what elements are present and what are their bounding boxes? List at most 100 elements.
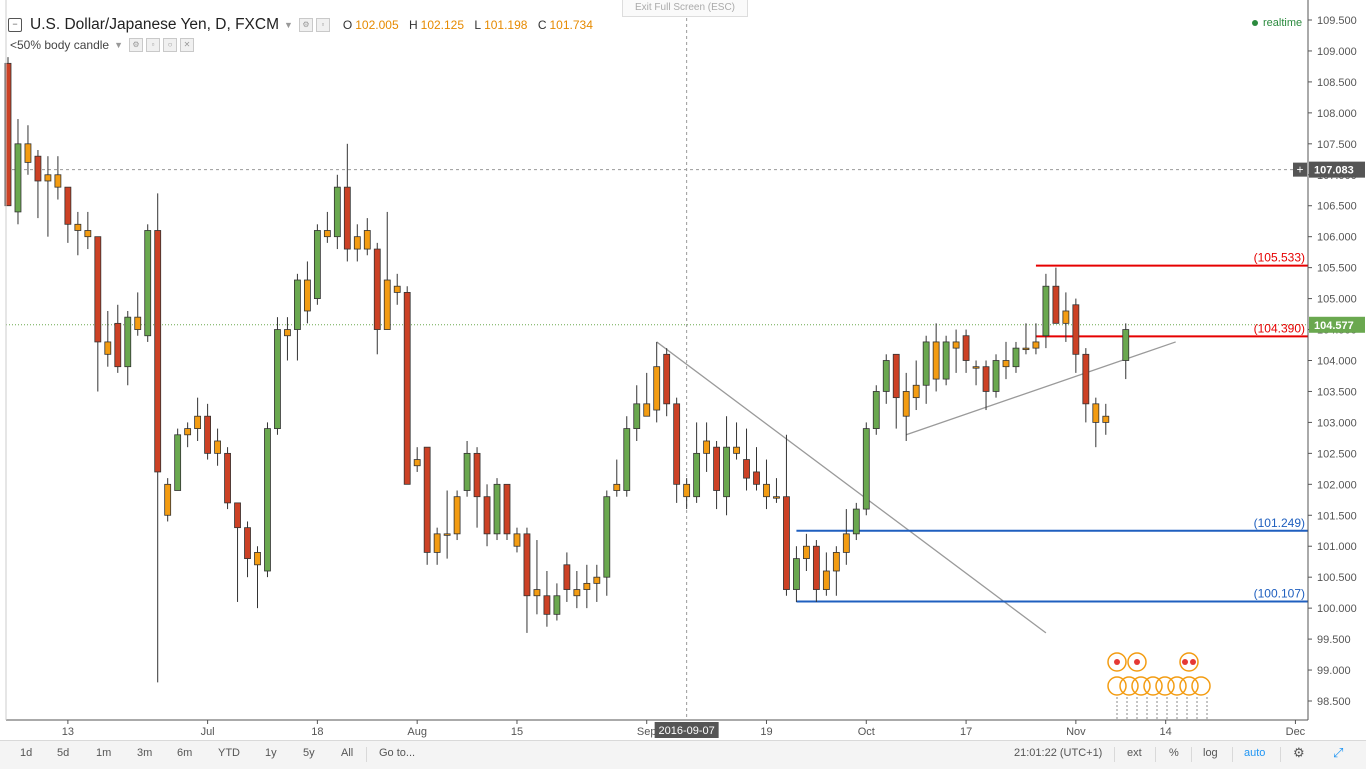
candle[interactable] — [613, 459, 621, 497]
event-icon[interactable] — [1143, 676, 1163, 696]
percent-scale-button[interactable]: % — [1169, 747, 1179, 759]
candle[interactable] — [822, 552, 830, 596]
candle[interactable] — [284, 317, 291, 361]
log-scale-button[interactable]: log — [1203, 747, 1218, 759]
candle[interactable] — [244, 521, 251, 578]
candle[interactable] — [64, 186, 72, 243]
candle[interactable] — [443, 490, 451, 559]
candle[interactable] — [104, 310, 112, 367]
candle[interactable] — [872, 385, 880, 435]
range-3m-button[interactable]: 3m — [137, 747, 153, 759]
candle[interactable] — [453, 490, 461, 541]
candle[interactable] — [1052, 267, 1060, 324]
symbol-title[interactable]: U.S. Dollar/Japanese Yen, D, FXCM — [30, 16, 279, 33]
candle[interactable] — [423, 446, 431, 565]
candle[interactable] — [433, 527, 441, 565]
candle[interactable] — [1032, 323, 1040, 355]
candle[interactable] — [333, 174, 341, 250]
candle[interactable] — [483, 484, 491, 547]
candle[interactable] — [583, 564, 591, 609]
trendline[interactable] — [905, 341, 1176, 436]
range-ytd-button[interactable]: YTD — [218, 747, 240, 759]
candle[interactable] — [543, 570, 551, 627]
event-icon[interactable] — [1119, 676, 1139, 696]
range-5d-button[interactable]: 5d — [57, 747, 70, 759]
range-1d-button[interactable]: 1d — [20, 747, 33, 759]
study-close-icon[interactable]: ✕ — [180, 38, 194, 52]
candle[interactable] — [164, 478, 172, 522]
candle[interactable] — [254, 546, 261, 609]
goto-date-button[interactable]: Go to... — [379, 747, 416, 759]
fullscreen-icon[interactable]: ⤢ — [1333, 745, 1344, 760]
candle[interactable] — [852, 502, 860, 541]
candle[interactable] — [912, 360, 920, 411]
candle[interactable] — [932, 323, 940, 392]
range-1y-button[interactable]: 1y — [265, 747, 277, 759]
candle[interactable] — [533, 540, 541, 615]
candle[interactable] — [902, 372, 910, 441]
event-icon[interactable] — [1131, 676, 1151, 696]
auto-scale-button[interactable]: auto — [1244, 747, 1266, 759]
candle[interactable] — [14, 119, 22, 225]
event-icon[interactable] — [1155, 676, 1175, 696]
candle[interactable] — [513, 527, 521, 553]
candle[interactable] — [783, 434, 790, 596]
range-all-button[interactable]: All — [341, 747, 354, 759]
candle[interactable] — [274, 317, 281, 435]
candle[interactable] — [793, 546, 800, 602]
trendline[interactable] — [656, 341, 1047, 634]
study-visibility-icon[interactable]: ○ — [163, 38, 177, 52]
candle[interactable] — [1062, 292, 1070, 342]
candle[interactable] — [763, 459, 770, 510]
event-icon[interactable] — [1179, 652, 1199, 672]
candle[interactable] — [363, 218, 371, 256]
candle[interactable] — [224, 447, 231, 510]
candle[interactable] — [812, 540, 820, 602]
candle[interactable] — [663, 348, 671, 417]
candle[interactable] — [184, 422, 192, 448]
candle[interactable] — [264, 422, 271, 578]
candle[interactable] — [393, 273, 401, 305]
event-icon[interactable] — [1107, 652, 1127, 672]
candle[interactable] — [573, 570, 581, 609]
candle[interactable] — [952, 329, 960, 373]
candle[interactable] — [214, 428, 221, 466]
candle[interactable] — [54, 156, 62, 200]
candle[interactable] — [683, 478, 691, 510]
event-icon[interactable] — [1179, 676, 1199, 696]
candle[interactable] — [653, 341, 661, 423]
range-6m-button[interactable]: 6m — [177, 747, 193, 759]
candle[interactable] — [523, 527, 531, 633]
candle[interactable] — [713, 440, 720, 510]
candle[interactable] — [553, 583, 561, 621]
candle[interactable] — [753, 447, 760, 491]
compare-icon[interactable]: ▫ — [315, 18, 330, 32]
candle[interactable] — [1092, 397, 1100, 448]
candle[interactable] — [773, 478, 780, 503]
candle[interactable] — [194, 397, 202, 441]
candle[interactable] — [1082, 348, 1090, 423]
event-icon[interactable] — [1167, 676, 1187, 696]
candle[interactable] — [323, 211, 331, 243]
candle[interactable] — [124, 310, 132, 386]
candle[interactable] — [892, 353, 900, 429]
study-chevron-down-icon[interactable]: ▼ — [114, 40, 123, 50]
study-format-icon[interactable]: ▫ — [146, 38, 160, 52]
candle[interactable] — [303, 261, 311, 324]
candle[interactable] — [24, 125, 32, 175]
event-icon[interactable] — [1191, 676, 1211, 696]
clock-readout[interactable]: 21:01:22 (UTC+1) — [1014, 747, 1103, 759]
candle[interactable] — [673, 397, 681, 503]
candle[interactable] — [114, 304, 122, 373]
chevron-down-icon[interactable]: ▼ — [283, 20, 293, 30]
candle[interactable] — [413, 447, 421, 472]
range-5y-button[interactable]: 5y — [303, 747, 315, 759]
candle[interactable] — [4, 57, 12, 207]
study-settings-icon[interactable]: ⚙ — [129, 38, 143, 52]
event-markers[interactable] — [1107, 652, 1211, 720]
event-icon[interactable] — [1127, 652, 1147, 672]
candle[interactable] — [703, 422, 710, 472]
candle[interactable] — [174, 428, 182, 491]
candle[interactable] — [234, 502, 241, 602]
candle[interactable] — [563, 552, 571, 602]
